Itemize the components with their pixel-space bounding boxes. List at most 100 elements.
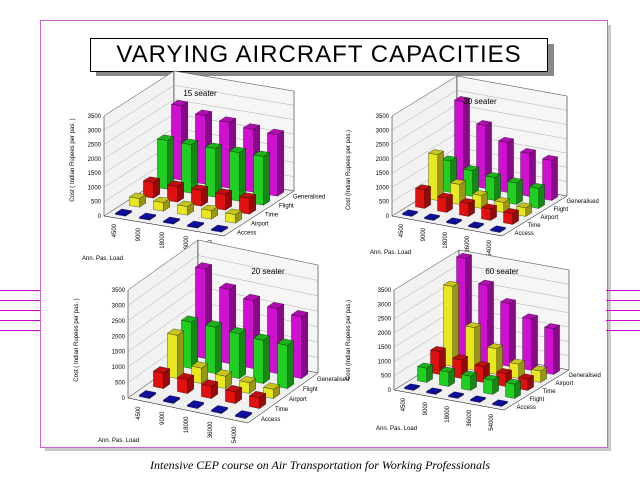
y-tick-label: 1000	[378, 359, 392, 365]
bar-top	[494, 197, 511, 203]
bar-top	[476, 120, 493, 126]
bar-top	[186, 220, 205, 227]
y-tick-label: 2000	[378, 331, 392, 337]
bar-airport-54000	[531, 365, 548, 383]
bar-front	[461, 374, 471, 391]
bar-top	[426, 387, 443, 394]
y-axis-label: Cost (Indian Rupees per pas.)	[346, 300, 352, 380]
series-label: Flight	[554, 207, 569, 213]
bar-top	[181, 315, 199, 323]
bar-top	[235, 410, 253, 418]
bar-side	[509, 299, 516, 367]
bar-airport-54000	[263, 382, 281, 399]
bar-flight-4500	[156, 134, 175, 190]
bar-top	[215, 369, 233, 377]
y-tick-label: 3500	[376, 114, 390, 120]
bar-top	[490, 225, 507, 232]
bar-time-36000	[481, 203, 498, 221]
bar-top	[153, 366, 171, 374]
x-tick-label: 54000	[489, 413, 495, 430]
bar-airport-54000	[516, 202, 533, 217]
bar-access-9000	[138, 212, 157, 221]
bar-airport-4500	[167, 328, 185, 379]
bar-front	[415, 188, 425, 209]
bar-side	[424, 186, 431, 209]
chart-title: 60 seater	[485, 267, 519, 276]
bar-side	[177, 330, 184, 379]
bar-time-54000	[238, 192, 257, 215]
bar-top	[454, 96, 471, 102]
series-label: Access	[237, 231, 256, 237]
bar-top	[263, 382, 281, 390]
bar-generalised-9000	[476, 120, 493, 189]
bar-top	[242, 123, 261, 130]
bar-top	[152, 196, 171, 203]
bar-top	[229, 327, 247, 335]
y-tick-label: 2000	[112, 334, 126, 340]
bar-top	[228, 146, 247, 153]
bar-top	[156, 134, 175, 141]
bar-flight-4500	[417, 362, 434, 383]
bar-front	[505, 382, 515, 399]
bar-top	[200, 204, 219, 211]
bar-top	[205, 320, 223, 328]
bar-airport-36000	[509, 358, 526, 379]
bar-top	[402, 209, 419, 216]
bar-top	[428, 149, 445, 155]
x-tick-label: 4500	[399, 223, 405, 237]
y-tick-label: 2000	[376, 157, 390, 163]
bar-top	[468, 221, 485, 228]
bar-flight-36000	[507, 177, 524, 205]
bar-airport-9000	[152, 196, 171, 212]
bar-front	[459, 201, 469, 217]
bar-top	[238, 192, 257, 199]
bar-side	[301, 312, 308, 379]
y-tick-label: 3500	[88, 114, 102, 120]
series-label: Generalised	[567, 199, 599, 205]
bar-top	[448, 391, 465, 398]
bar-top	[459, 198, 476, 204]
x-tick-label: 36000	[208, 421, 214, 438]
bar-time-4500	[142, 176, 161, 199]
bar-top	[544, 323, 561, 329]
x-tick-label: 4500	[401, 397, 407, 411]
bar-top	[496, 368, 513, 374]
series-label: Access	[261, 417, 280, 423]
x-tick-label: 36000	[465, 235, 471, 252]
decor-line	[0, 290, 40, 291]
y-tick-label: 2500	[376, 143, 390, 149]
chart-title: 20 seater	[251, 267, 285, 276]
bar-flight-9000	[180, 138, 199, 194]
gridline	[103, 99, 295, 145]
bar-time-4500	[153, 366, 171, 389]
y-tick-label: 0	[98, 214, 102, 220]
bar-airport-4500	[128, 192, 147, 208]
bar-top	[219, 282, 237, 290]
bar-flight-9000	[205, 320, 223, 374]
series-label: Flight	[303, 387, 318, 393]
chart-panel-4: 3500 3000 2500 2000 1500 1000 500 0 Generalised A…	[346, 249, 601, 432]
series-label: Generalised	[569, 373, 601, 379]
bar-top	[177, 372, 195, 380]
bar-top	[518, 373, 535, 380]
bar-airport-9000	[450, 179, 467, 205]
x-tick-label: 18000	[445, 405, 451, 422]
bar-time-9000	[166, 180, 185, 203]
x-axis-label: Ann. Pas. Load	[370, 250, 411, 256]
bar-top	[500, 298, 517, 304]
x-axis-label: Ann. Pas. Load	[82, 256, 123, 262]
bar-time-4500	[415, 184, 432, 209]
gridline	[103, 85, 295, 131]
bar-top	[415, 184, 432, 191]
bar-top	[142, 176, 161, 183]
series-label: Flight	[530, 397, 545, 403]
bar-side	[538, 184, 545, 209]
bar-front	[201, 383, 212, 399]
y-tick-label: 500	[381, 374, 392, 380]
bar-flight-9000	[439, 366, 456, 387]
series-label: Airport	[251, 222, 269, 228]
bar-time-54000	[503, 208, 520, 225]
chart-title: 15 seater	[183, 89, 217, 98]
bar-access-18000	[446, 217, 463, 225]
bar-time-9000	[177, 372, 195, 394]
